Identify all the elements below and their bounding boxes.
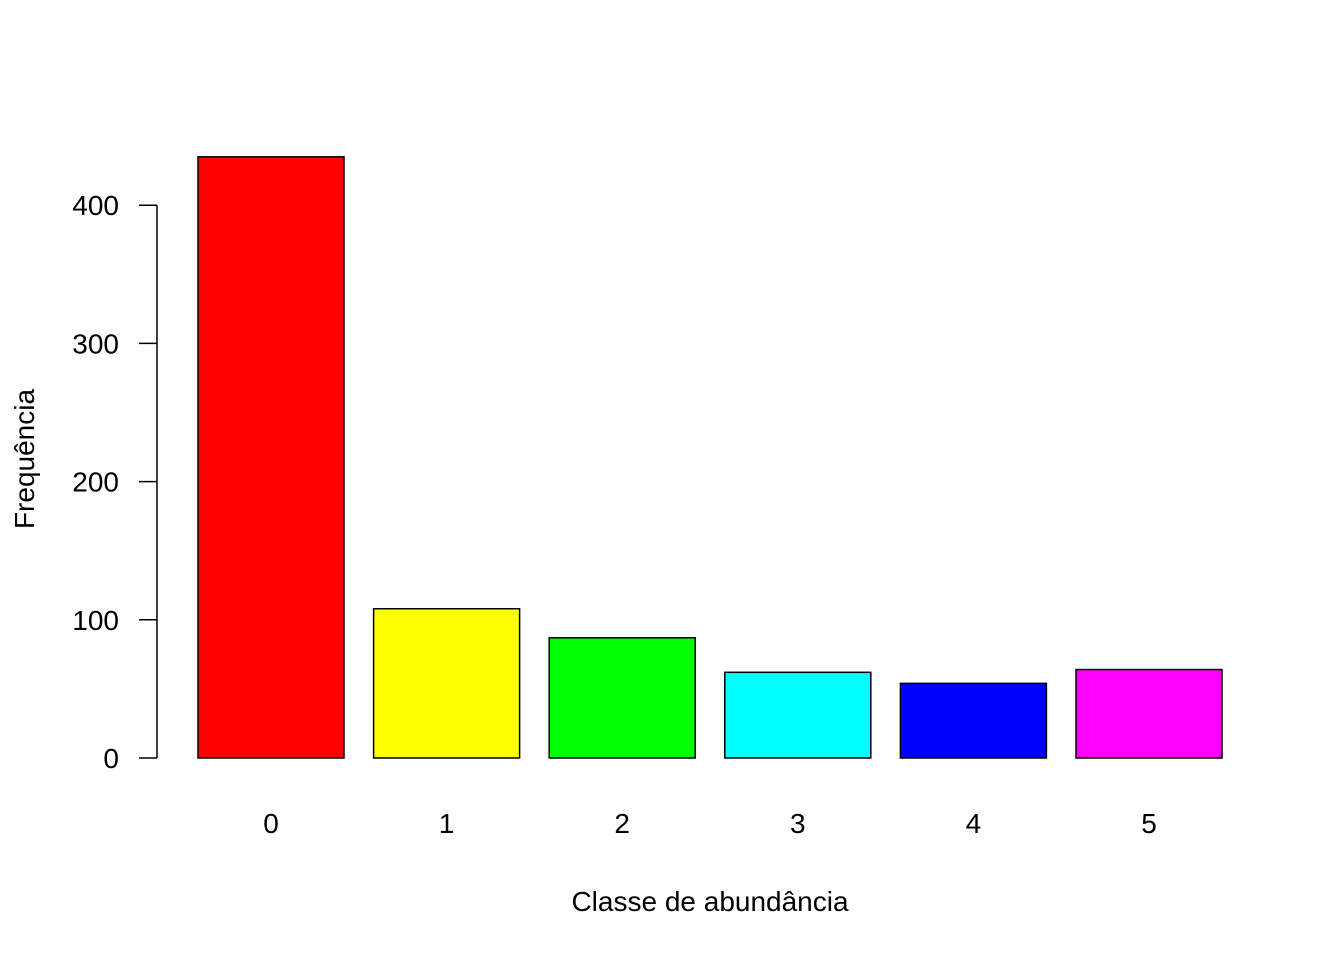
bar-4: [899, 682, 1048, 759]
y-axis: 0 100 200 300 400: [72, 190, 158, 774]
bar-0: [197, 156, 345, 759]
bar-1: [372, 607, 521, 759]
x-tick-label: 4: [966, 808, 982, 839]
x-tick-label: 3: [790, 808, 806, 839]
y-tick-label: 0: [103, 743, 119, 774]
x-tick-label: 5: [1141, 808, 1157, 839]
bars-group: [197, 156, 1223, 759]
bar-3: [724, 671, 872, 759]
x-tick-label: 2: [614, 808, 630, 839]
bar-2: [548, 637, 696, 759]
y-tick-label: 100: [72, 605, 119, 636]
y-tick-label: 200: [72, 467, 119, 498]
x-tick-label: 1: [439, 808, 455, 839]
x-tick-label: 0: [263, 808, 279, 839]
x-axis-labels: 0 1 2 3 4 5: [263, 808, 1157, 839]
y-axis-title: Frequência: [9, 389, 40, 530]
y-tick-label: 400: [72, 190, 119, 221]
bar-5: [1075, 668, 1223, 759]
y-tick-label: 300: [72, 328, 119, 359]
x-axis-title: Classe de abundância: [571, 886, 849, 917]
